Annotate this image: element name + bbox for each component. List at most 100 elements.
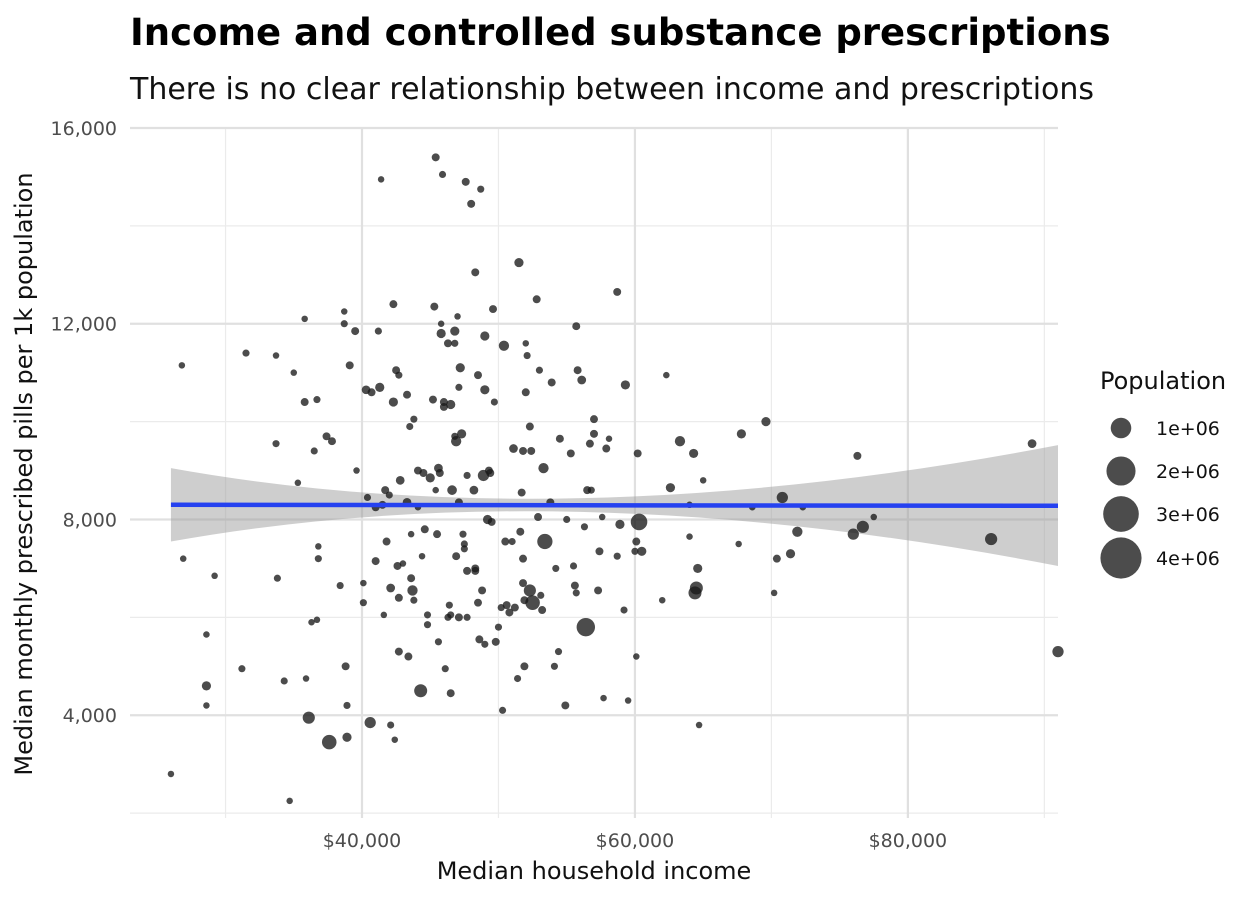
data-point [613, 287, 622, 296]
data-point [590, 415, 598, 424]
data-point [359, 599, 367, 607]
data-point [367, 388, 376, 397]
data-point [475, 635, 484, 644]
data-point [380, 611, 388, 619]
data-point [525, 595, 540, 610]
data-point [371, 557, 380, 566]
data-point [519, 579, 528, 588]
data-point [302, 711, 315, 724]
data-point [693, 563, 703, 574]
data-point [385, 491, 393, 499]
data-point [510, 603, 519, 612]
chart-title: Income and controlled substance prescrip… [130, 11, 1111, 54]
data-point [439, 402, 448, 411]
data-point [538, 462, 549, 474]
data-point [313, 616, 321, 624]
data-point [471, 566, 480, 575]
y-tick-label: 4,000 [63, 705, 117, 727]
data-point [602, 444, 611, 453]
data-point [633, 653, 640, 660]
data-point [674, 436, 686, 447]
data-point [665, 483, 676, 493]
data-point [847, 528, 859, 540]
legend-label: 3e+06 [1156, 504, 1220, 526]
data-point [414, 684, 428, 698]
data-point [406, 422, 414, 431]
data-point [391, 736, 399, 743]
data-point [460, 540, 468, 548]
data-point [595, 547, 604, 556]
data-point [870, 513, 878, 521]
data-point [505, 608, 514, 617]
data-point [550, 662, 558, 670]
data-point [561, 701, 570, 710]
legend-key-circle [1110, 417, 1132, 439]
legend-key-circle [1103, 496, 1139, 532]
data-point [569, 562, 578, 570]
data-point [315, 543, 322, 550]
data-point [388, 397, 398, 407]
data-point [447, 485, 457, 495]
data-point [486, 469, 495, 477]
data-point [577, 375, 587, 385]
data-point [387, 721, 395, 729]
data-point [532, 295, 541, 304]
legend: Population 1e+06 2e+06 3e+06 4e+06 [1100, 367, 1226, 579]
data-point [313, 396, 321, 404]
data-point [633, 449, 642, 458]
data-point [490, 398, 498, 406]
data-point [856, 520, 869, 533]
data-point [363, 493, 372, 502]
data-point [563, 515, 571, 524]
data-point [1027, 439, 1037, 449]
points-layer [167, 153, 1064, 805]
data-point [481, 640, 489, 648]
data-point [459, 530, 467, 538]
data-point [620, 606, 628, 614]
data-point [423, 621, 432, 629]
data-point [570, 581, 579, 590]
data-point [327, 437, 336, 446]
data-point [572, 589, 580, 597]
grid-major [130, 126, 1058, 818]
data-point [508, 537, 516, 546]
data-point [605, 435, 613, 442]
data-point [1052, 645, 1064, 658]
data-point [451, 339, 459, 347]
legend-title: Population [1100, 367, 1226, 395]
data-point [343, 701, 351, 710]
data-point [203, 631, 210, 638]
data-point [407, 585, 418, 596]
data-point [451, 436, 462, 447]
data-point [273, 574, 281, 582]
data-point [375, 382, 385, 392]
data-point [853, 451, 862, 460]
legend-label: 1e+06 [1156, 418, 1220, 440]
data-point [460, 545, 468, 553]
data-point [410, 415, 418, 423]
data-point [525, 422, 534, 431]
data-point [420, 525, 429, 534]
data-point [487, 517, 496, 526]
y-tick-label: 16,000 [51, 118, 117, 140]
data-point [686, 533, 693, 540]
data-point [308, 619, 315, 626]
data-point [450, 326, 460, 336]
data-point [761, 417, 771, 427]
legend-key-circle [1100, 537, 1142, 579]
data-point [552, 564, 560, 572]
data-point [394, 593, 403, 602]
data-point [389, 300, 398, 309]
data-point [286, 797, 293, 805]
data-point [471, 268, 480, 277]
data-point [341, 662, 350, 671]
data-point [480, 331, 490, 341]
data-point [489, 305, 497, 314]
data-point [310, 447, 318, 455]
data-point [566, 449, 575, 458]
data-point [314, 555, 322, 563]
data-point [407, 530, 415, 538]
data-point [238, 665, 246, 673]
data-point [403, 390, 412, 399]
data-point [394, 647, 403, 656]
